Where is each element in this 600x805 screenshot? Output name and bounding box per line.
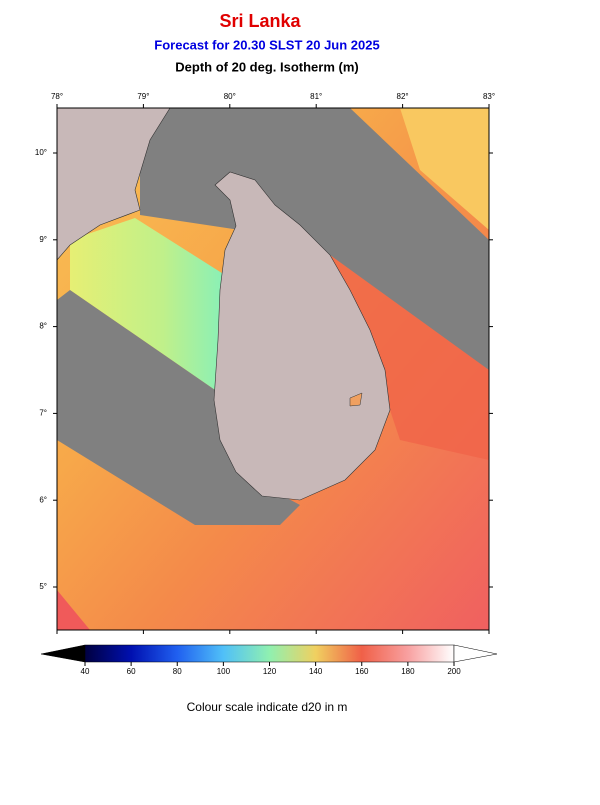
colorbar-tick-label: 140 (309, 667, 323, 676)
map-frame (56, 107, 490, 631)
lat-label: 9° (39, 235, 47, 244)
sea-east (330, 255, 489, 460)
no-data-band (57, 290, 300, 525)
sri-lanka-land (213, 171, 391, 501)
lon-label: 79° (137, 92, 149, 101)
colorbar-tick-label: 40 (81, 667, 90, 676)
lon-label: 78° (51, 92, 63, 101)
lat-label: 6° (39, 495, 47, 504)
lon-label: 81° (310, 92, 322, 101)
variable-title: Depth of 20 deg. Isotherm (m) (175, 59, 358, 74)
colorbar-tick-label: 180 (401, 667, 415, 676)
colorbar-caption: Colour scale indicate d20 in m (187, 700, 348, 714)
lon-label: 80° (224, 92, 236, 101)
lon-label: 82° (397, 92, 409, 101)
title: Sri Lanka (219, 11, 301, 31)
colorbar-tick-label: 120 (263, 667, 277, 676)
lon-label: 83° (483, 92, 495, 101)
colorbar-over (453, 644, 498, 663)
colorbar-tick-label: 60 (127, 667, 136, 676)
sea-northeast (400, 108, 489, 230)
map-field (57, 108, 489, 630)
subtitle: Forecast for 20.30 SLST 20 Jun 2025 (154, 37, 379, 52)
sea-southwest (57, 590, 90, 630)
lat-label: 8° (39, 322, 47, 331)
gulf-field (70, 218, 225, 390)
lat-label: 10° (35, 148, 47, 157)
colorbar-tick-label: 160 (355, 667, 369, 676)
lat-label: 7° (39, 409, 47, 418)
no-data-band (140, 108, 489, 370)
colorbar-tick-label: 80 (173, 667, 182, 676)
india-land (57, 108, 171, 261)
lat-label: 5° (39, 582, 47, 591)
colorbar (84, 644, 455, 663)
colorbar-under (40, 644, 86, 663)
colorbar-tick-label: 200 (447, 667, 461, 676)
reservoir (349, 392, 363, 407)
colorbar-tick-label: 100 (217, 667, 231, 676)
